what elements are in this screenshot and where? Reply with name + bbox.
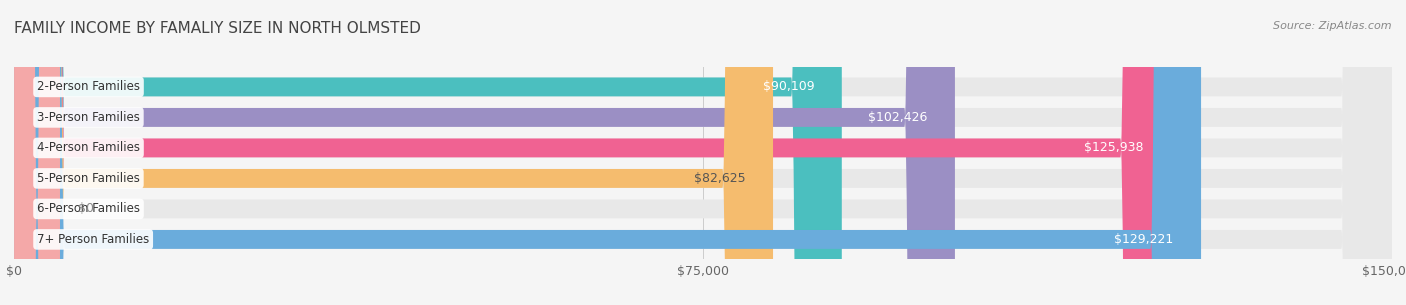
FancyBboxPatch shape — [14, 0, 1201, 305]
Text: $90,109: $90,109 — [762, 81, 814, 93]
FancyBboxPatch shape — [14, 0, 1392, 305]
Text: 3-Person Families: 3-Person Families — [37, 111, 141, 124]
FancyBboxPatch shape — [14, 0, 1392, 305]
Text: $129,221: $129,221 — [1115, 233, 1174, 246]
Text: Source: ZipAtlas.com: Source: ZipAtlas.com — [1274, 21, 1392, 31]
FancyBboxPatch shape — [14, 0, 60, 305]
Text: 5-Person Families: 5-Person Families — [37, 172, 141, 185]
Text: 6-Person Families: 6-Person Families — [37, 203, 141, 215]
Text: $0: $0 — [79, 203, 94, 215]
Text: 2-Person Families: 2-Person Families — [37, 81, 141, 93]
FancyBboxPatch shape — [14, 0, 1392, 305]
FancyBboxPatch shape — [14, 0, 773, 305]
FancyBboxPatch shape — [14, 0, 1392, 305]
FancyBboxPatch shape — [14, 0, 1171, 305]
Text: FAMILY INCOME BY FAMALIY SIZE IN NORTH OLMSTED: FAMILY INCOME BY FAMALIY SIZE IN NORTH O… — [14, 21, 420, 36]
Text: $82,625: $82,625 — [693, 172, 745, 185]
Text: 4-Person Families: 4-Person Families — [37, 142, 141, 154]
FancyBboxPatch shape — [14, 0, 1392, 305]
FancyBboxPatch shape — [14, 0, 955, 305]
Text: $102,426: $102,426 — [868, 111, 928, 124]
Text: 7+ Person Families: 7+ Person Families — [37, 233, 149, 246]
Text: $125,938: $125,938 — [1084, 142, 1143, 154]
FancyBboxPatch shape — [14, 0, 1392, 305]
FancyBboxPatch shape — [14, 0, 842, 305]
